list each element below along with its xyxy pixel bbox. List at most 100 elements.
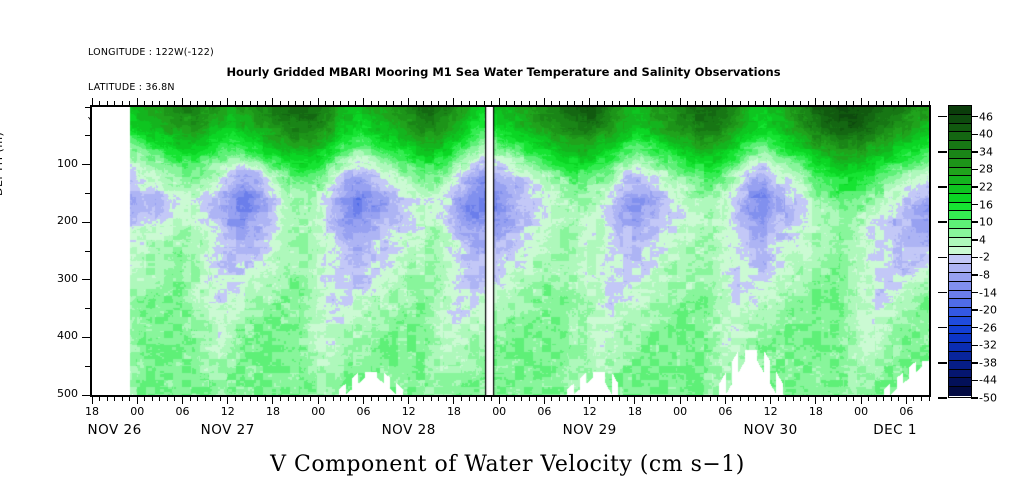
colorbar-swatch — [949, 114, 971, 124]
x-axis-top-tick — [310, 101, 312, 105]
x-axis-minor-tick — [144, 397, 146, 401]
x-axis-minor-tick — [581, 397, 583, 401]
x-axis-top-tick — [99, 101, 101, 105]
y-axis-tick-label: 300 — [57, 271, 78, 285]
colorbar-tick-left — [938, 291, 947, 294]
colorbar-swatch — [949, 132, 971, 142]
x-axis-minor-tick — [347, 397, 349, 401]
y-axis-tick-label: 200 — [57, 214, 78, 228]
colorbar-tick-label: -44 — [979, 373, 997, 387]
x-axis-top-tick — [875, 101, 877, 105]
x-axis-major-tick — [408, 397, 410, 404]
y-axis-major-tick — [82, 279, 90, 281]
y-axis-major-tick — [82, 164, 90, 166]
x-axis-top-tick — [332, 101, 334, 105]
x-axis-minor-tick — [747, 397, 749, 401]
x-axis-minor-tick — [129, 397, 131, 401]
colorbar-tick-right — [971, 326, 978, 329]
x-axis-top-tick — [189, 101, 191, 105]
colorbar-swatch — [949, 360, 971, 370]
x-axis-minor-tick — [694, 397, 696, 401]
x-axis-major-tick — [498, 397, 500, 404]
x-axis-minor-tick — [551, 397, 553, 401]
x-axis-top-tick — [204, 101, 206, 105]
x-axis-major-tick — [136, 397, 138, 404]
y-axis-minor-tick — [85, 308, 90, 310]
x-axis-minor-tick — [249, 397, 251, 401]
x-axis-top-tick — [709, 101, 711, 105]
y-axis-minor-tick — [85, 365, 90, 367]
colorbar-swatch — [949, 176, 971, 186]
x-axis-minor-tick — [280, 397, 281, 401]
x-axis-minor-tick — [822, 397, 824, 401]
x-axis-day-label: DEC 1 — [873, 422, 917, 438]
x-axis-hour-label: 00 — [673, 405, 688, 418]
x-axis-minor-tick — [430, 397, 432, 401]
x-axis-hour-label: 00 — [311, 405, 326, 418]
x-axis-minor-tick — [370, 397, 372, 401]
x-axis-major-tick — [272, 397, 274, 404]
x-axis-minor-tick — [219, 397, 221, 401]
x-axis-hour-label: 18 — [446, 405, 461, 418]
x-axis-minor-tick — [325, 397, 327, 401]
x-axis-hour-label: 00 — [130, 405, 145, 418]
x-axis-top-tick — [400, 101, 402, 105]
x-axis-minor-tick — [709, 397, 711, 401]
x-axis-minor-tick — [883, 397, 885, 401]
colorbar-swatch — [949, 211, 971, 221]
x-axis-top-tick — [815, 98, 817, 105]
x-axis-minor-tick — [468, 397, 470, 401]
x-axis-top-tick — [287, 101, 289, 105]
x-axis-minor-tick — [732, 397, 734, 401]
x-axis-top-tick — [272, 98, 274, 105]
colorbar-tick-left — [938, 151, 947, 153]
x-axis-minor-tick — [340, 397, 342, 401]
x-axis-top-tick — [121, 101, 123, 105]
x-axis-minor-tick — [755, 397, 757, 401]
y-axis-major-tick — [82, 221, 90, 223]
y-axis-minor-tick — [85, 250, 90, 252]
x-axis-top-tick — [415, 101, 417, 105]
x-axis-hour-label: 12 — [763, 405, 778, 418]
x-axis-top-tick — [807, 101, 809, 105]
x-axis-hour-label: 12 — [220, 405, 235, 418]
x-axis-minor-tick — [257, 397, 259, 401]
colorbar-tick-right — [971, 256, 978, 259]
colorbar-swatch — [949, 272, 971, 282]
x-axis-top-tick — [566, 101, 568, 105]
x-axis-top-tick — [385, 101, 387, 105]
colorbar-tick-right — [971, 239, 978, 241]
x-axis-major-tick — [815, 397, 817, 404]
colorbar-swatch — [949, 378, 971, 388]
x-axis-top-tick — [581, 101, 583, 105]
colorbar-swatch — [949, 387, 971, 396]
x-axis-major-tick — [91, 397, 93, 404]
colorbar-tick-label: -14 — [979, 286, 997, 300]
x-axis-minor-tick — [913, 397, 915, 401]
x-axis-major-tick — [181, 397, 183, 404]
x-axis-major-tick — [634, 397, 636, 404]
x-axis-top-tick — [536, 101, 538, 105]
x-axis-minor-tick — [483, 397, 485, 401]
x-axis-minor-tick — [106, 397, 108, 401]
x-axis-top-tick — [883, 101, 885, 105]
x-axis-minor-tick — [476, 397, 478, 401]
x-axis-hour-label: 18 — [85, 405, 99, 418]
colorbar-swatch — [949, 106, 971, 115]
colorbar-tick-right — [971, 291, 978, 294]
x-axis-top-tick — [378, 101, 380, 105]
x-axis-minor-tick — [626, 397, 628, 401]
colorbar-tick-label: 4 — [979, 233, 986, 247]
colorbar-tick-left — [938, 115, 947, 118]
colorbar-swatch — [949, 185, 971, 194]
x-axis-minor-tick — [785, 397, 787, 401]
x-axis-top-tick — [136, 98, 138, 105]
x-axis-minor-tick — [400, 397, 402, 401]
x-axis-top-tick — [159, 101, 161, 105]
x-axis-top-tick — [747, 101, 749, 105]
x-axis-top-tick — [890, 101, 892, 105]
x-axis-top-tick — [114, 101, 116, 105]
x-axis-minor-tick — [928, 397, 930, 401]
x-axis-minor-tick — [528, 397, 530, 401]
x-axis-hour-label: 00 — [854, 405, 869, 418]
